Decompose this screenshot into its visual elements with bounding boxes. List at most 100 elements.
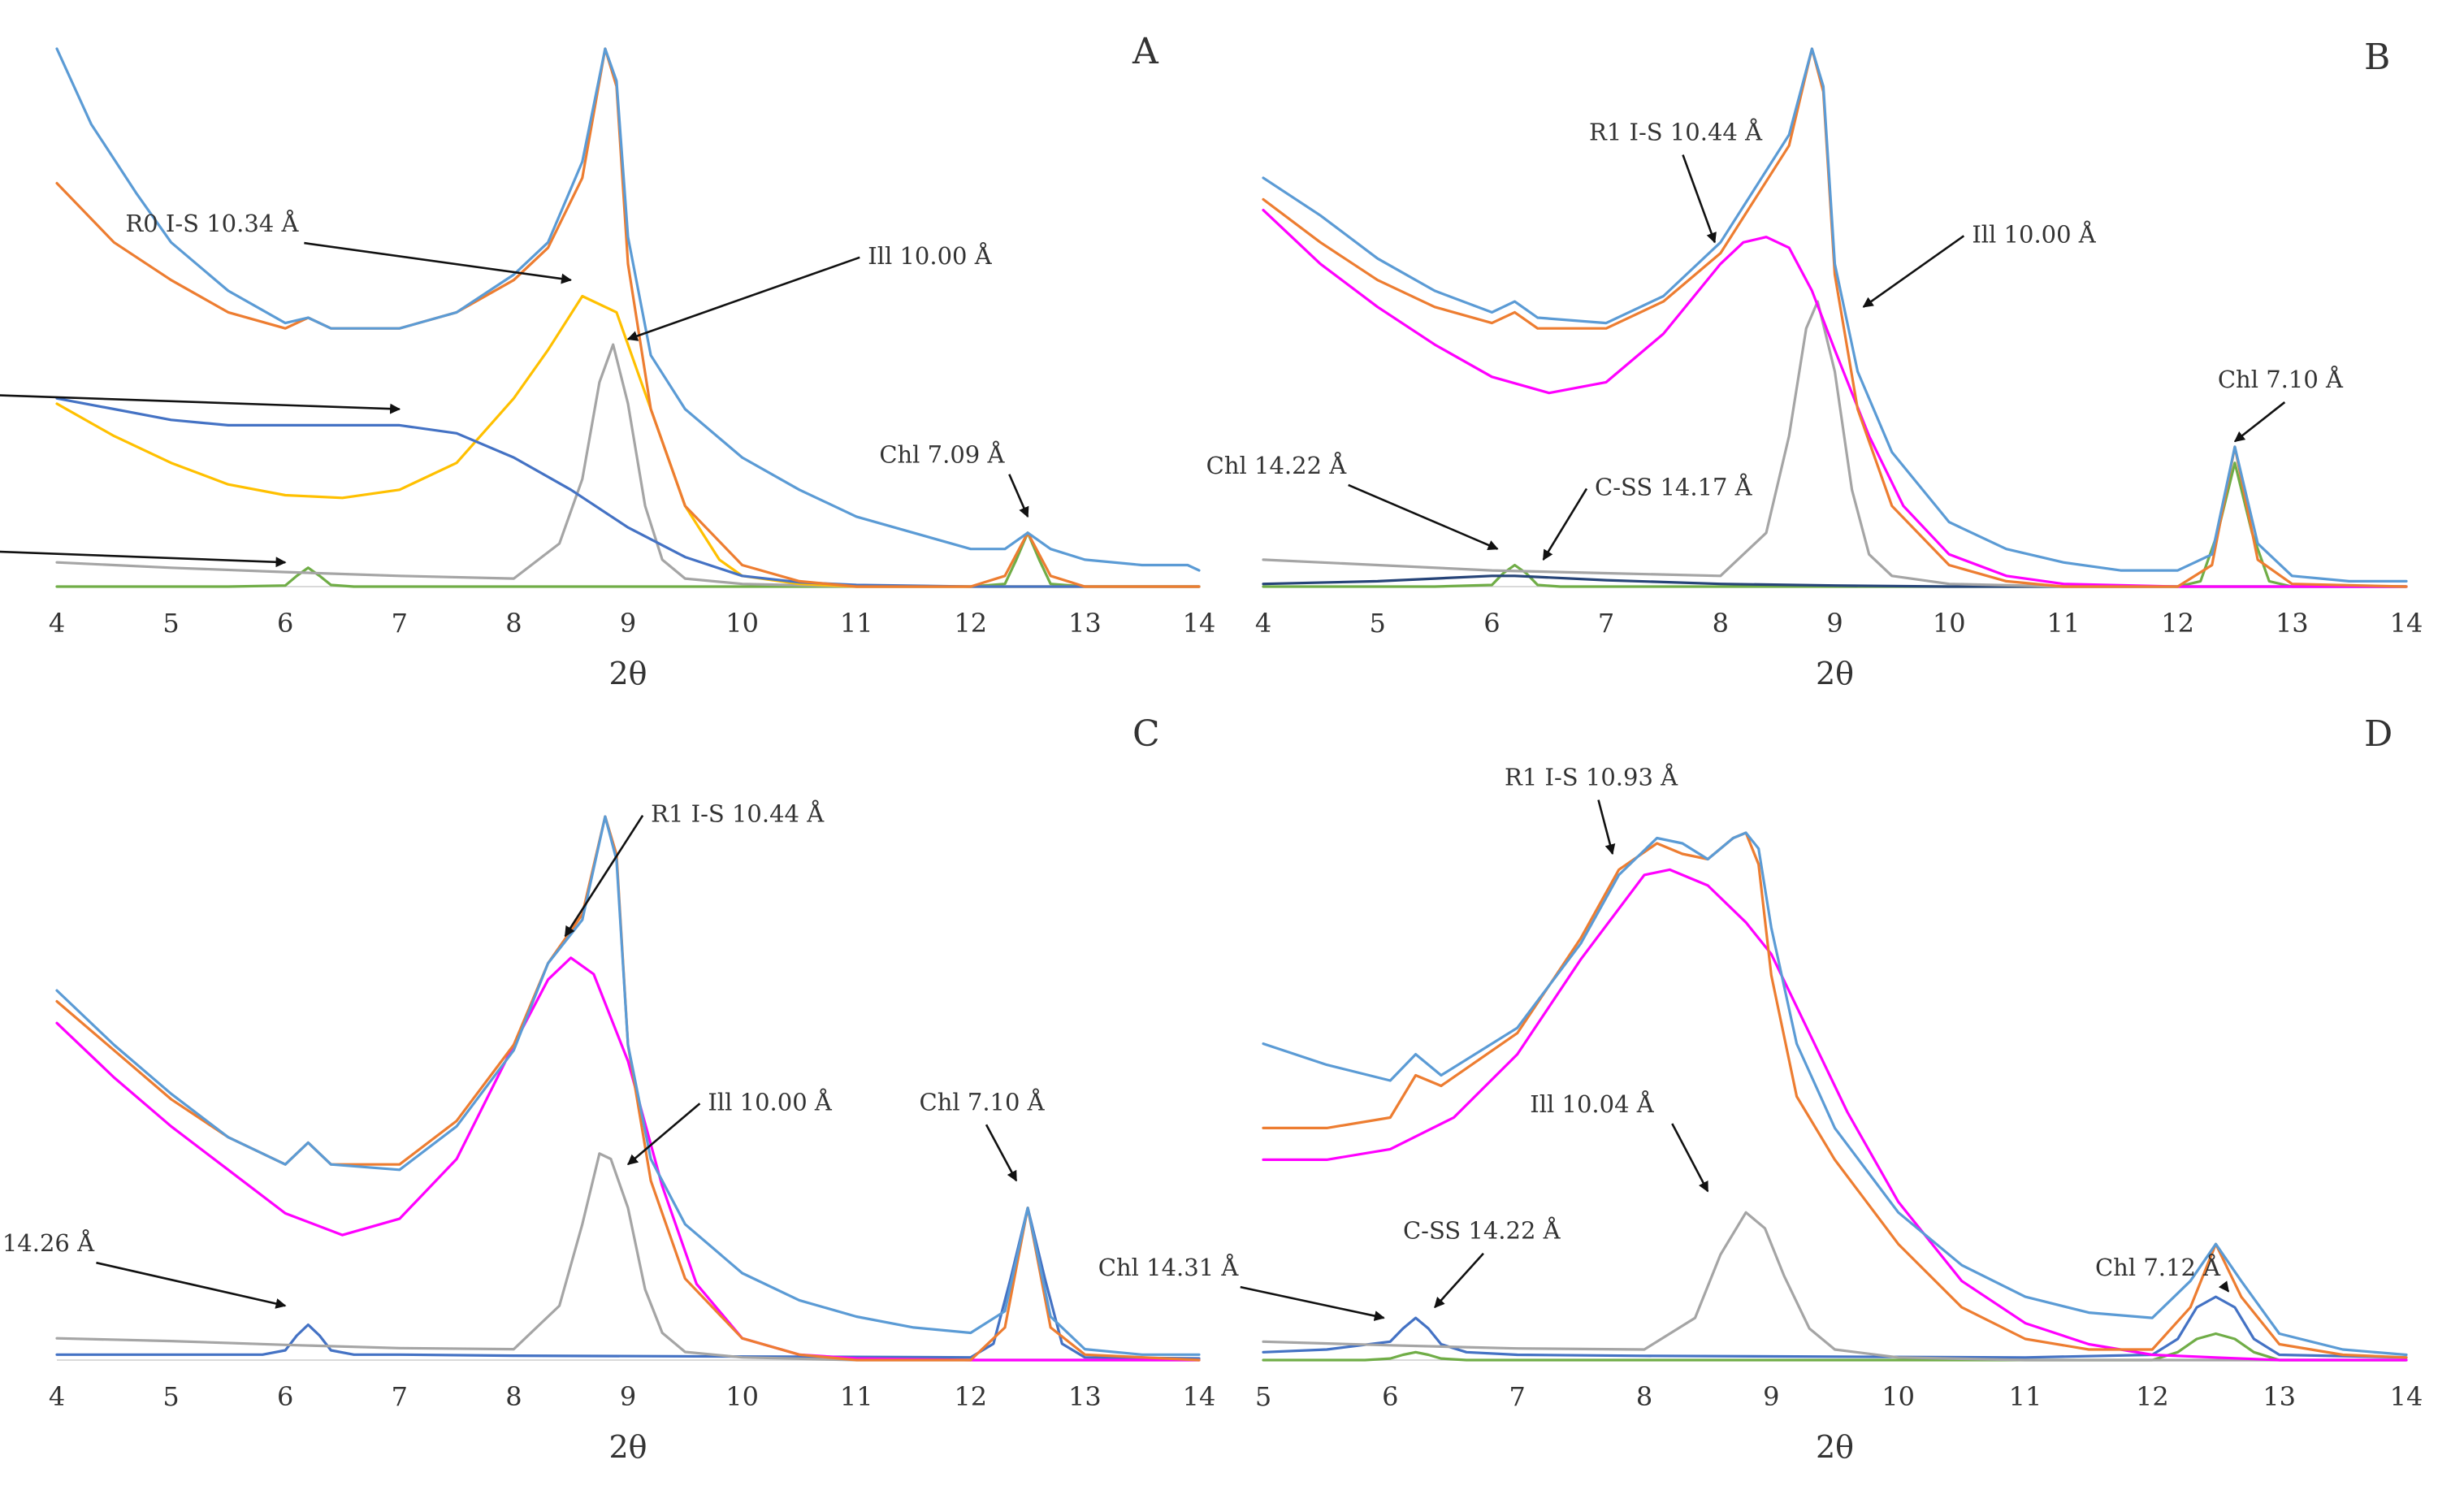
x-tick-label: 8 (1713, 608, 1729, 639)
x-tick-label: 4 (49, 1381, 65, 1412)
annotation-arrow (1240, 1285, 1385, 1321)
x-tick-label: 12 (954, 608, 987, 639)
x-tick-label: 9 (620, 608, 636, 639)
annotation-label: R1 I-S 10.93 Å (1505, 763, 1678, 791)
annotation-label: Chl 7.10 Å (920, 1087, 1046, 1116)
annotation-label: C-SS 14.17 Å (1595, 472, 1753, 500)
annotation-label: Chl 14.31 Å (1098, 1253, 1240, 1281)
x-tick-label: 11 (2047, 608, 2081, 639)
x-tick-label: 10 (725, 1381, 759, 1412)
series-line-chl (1262, 1332, 2408, 1362)
annotation-arrow (626, 256, 860, 341)
x-tick-label: 5 (162, 1381, 179, 1412)
annotation-arrow (627, 1103, 701, 1166)
x-tick-label: 6 (1483, 608, 1500, 639)
annotation-arrow (2218, 1280, 2230, 1293)
annotation-label: C-SS 14.22 Å (1403, 1216, 1561, 1245)
panel-letter: C (1132, 713, 1160, 755)
x-tick-label: 5 (1370, 608, 1386, 639)
panel-a: A 4 5 6 7 8 9 10 11 12 13 14 2θ R0 I-S 10.34 Å Ill 10.… (0, 31, 1215, 691)
x-tick-label: 12 (2161, 608, 2194, 639)
x-tick-label: 13 (2276, 608, 2309, 639)
x-tick-label: 4 (1255, 608, 1271, 639)
x-tick-label: 8 (1636, 1381, 1652, 1412)
x-tick-label: 10 (725, 608, 759, 639)
x-tick-label: 12 (954, 1381, 987, 1412)
annotation-label: Ill 10.00 Å (1972, 219, 2096, 248)
series-line-r1-i-s-10-44 (55, 956, 1201, 1362)
panel-d: D 5 6 7 8 9 10 11 12 13 14 2θ R1 I-S 10.93 Å Ill 10.0… (1098, 713, 2423, 1465)
x-axis-label: 2θ (608, 1429, 647, 1465)
annotation-label: Ill 10.00 Å (868, 241, 992, 270)
series-line-r1-i-s-10-44 (1262, 209, 2408, 588)
series-line-r1-i-s-10-93 (1262, 868, 2408, 1362)
x-tick-label: 5 (1255, 1381, 1271, 1412)
x-tick-label: 13 (1068, 1381, 1102, 1412)
annotation-arrow (0, 550, 287, 568)
series-line-r0-i-ss-12-67 (55, 396, 1201, 588)
x-tick-label: 9 (1763, 1381, 1779, 1412)
x-tick-label: 7 (392, 608, 408, 639)
panel-c: C 4 5 6 7 8 9 10 11 12 13 14 2θ R1 I-S 10.44 Å Ill 10.… (0, 713, 1215, 1465)
x-tick-label: 6 (1382, 1381, 1398, 1412)
annotation-label: Chl 7.10 Å (2218, 365, 2344, 393)
x-tick-label: 12 (2136, 1381, 2169, 1412)
panel-letter: B (2364, 37, 2390, 78)
x-tick-label: 6 (277, 608, 293, 639)
series-line-chl (55, 1207, 1201, 1360)
annotation-arrow (96, 1261, 287, 1309)
x-tick-label: 10 (1933, 608, 1966, 639)
annotation-label: Chl 14.22 Å (1206, 451, 1348, 479)
series-line-observed (1262, 831, 2408, 1357)
x-tick-label: 7 (1509, 1381, 1525, 1412)
annotation-arrow (1862, 235, 1965, 308)
annotation-arrow (2233, 401, 2286, 443)
x-axis-label: 2θ (1816, 1429, 1854, 1465)
annotation-label: Chl 14.26 Å (0, 1228, 95, 1257)
x-tick-label: 10 (1882, 1381, 1915, 1412)
series-line-calculated (55, 47, 1201, 588)
series-line-observed (55, 47, 1201, 572)
annotation-arrow (1597, 799, 1616, 856)
x-tick-label: 13 (2263, 1381, 2296, 1412)
panel-letter: D (2364, 713, 2393, 755)
series-line-observed (1262, 47, 2408, 583)
x-tick-label: 11 (840, 1381, 873, 1412)
x-tick-label: 14 (2390, 1381, 2423, 1412)
annotation-arrow (0, 394, 401, 414)
annotation-arrow (985, 1124, 1018, 1182)
series-line-calculated (1262, 47, 2408, 588)
x-tick-label: 7 (392, 1381, 408, 1412)
series-line-chl (55, 531, 1201, 588)
series-line-ill-10-04 (1262, 1211, 2408, 1362)
x-tick-label: 14 (2390, 608, 2423, 639)
annotation-arrow (1008, 474, 1029, 518)
annotation-label: R1 I-S 10.44 Å (651, 799, 825, 828)
x-axis-label: 2θ (608, 656, 647, 691)
series-line-observed (55, 815, 1201, 1356)
x-tick-label: 6 (277, 1381, 293, 1412)
annotation-label: Chl 7.09 Å (879, 440, 1005, 469)
series-line-ill-10-00 (55, 343, 1201, 588)
series-line-r0-i-s-10-34 (55, 294, 1201, 588)
series-line-ill-10-00 (55, 1152, 1201, 1362)
x-axis-label: 2θ (1816, 656, 1854, 691)
x-tick-label: 8 (505, 608, 522, 639)
x-tick-label: 5 (162, 608, 179, 639)
x-tick-label: 9 (1826, 608, 1843, 639)
annotation-label: Chl 7.12 Å (2095, 1253, 2221, 1281)
annotation-label: R0 I-S 10.34 Å (125, 209, 299, 237)
series-line-calculated (1262, 831, 2408, 1359)
annotation-label: R1 I-S 10.44 Å (1589, 118, 1763, 146)
series-line-c-ss-14-22 (1262, 1295, 2408, 1359)
annotation-arrow (1542, 487, 1588, 561)
annotation-arrow (1671, 1123, 1709, 1193)
x-tick-label: 13 (1068, 608, 1102, 639)
annotation-arrow (304, 241, 572, 284)
x-tick-label: 7 (1598, 608, 1614, 639)
x-tick-label: 11 (2009, 1381, 2042, 1412)
x-tick-label: 4 (49, 608, 65, 639)
annotation-label: Ill 10.00 Å (708, 1087, 832, 1116)
series-line-ill-10-00 (1262, 300, 2408, 588)
